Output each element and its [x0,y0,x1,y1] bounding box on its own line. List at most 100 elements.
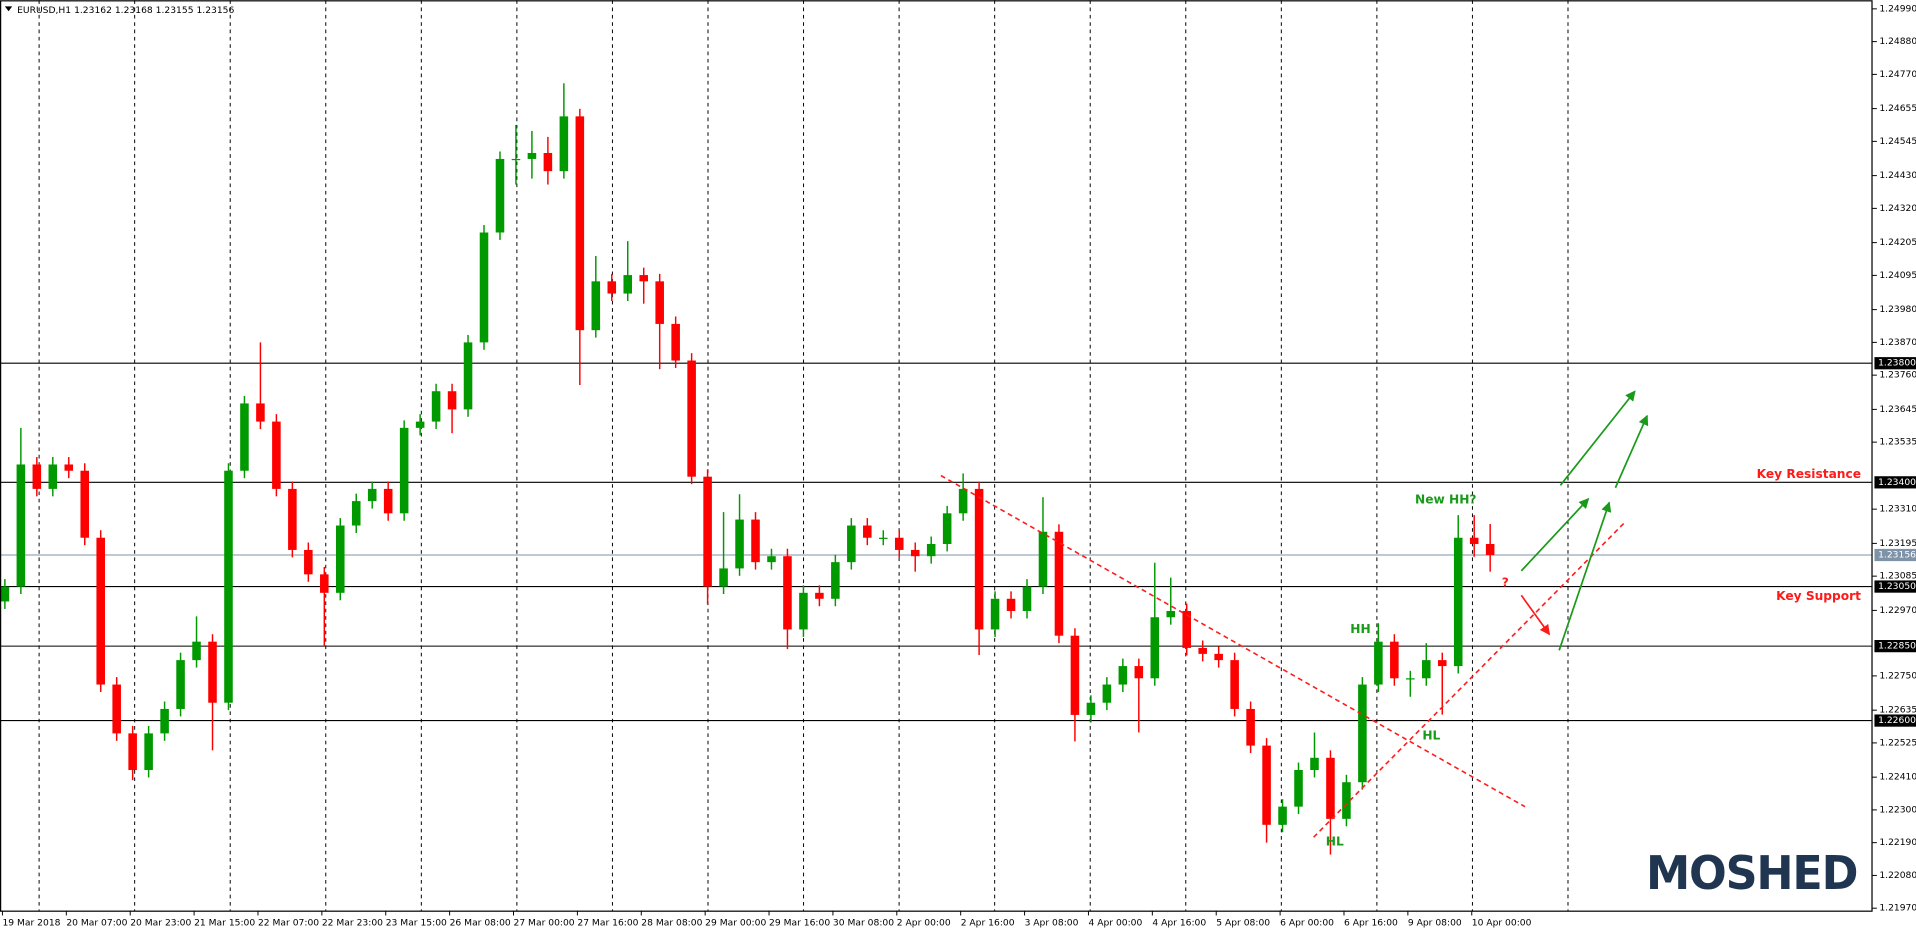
candle-body [335,525,345,593]
x-tick-label: 3 Apr 08:00 [1025,917,1079,928]
candle-body [894,537,904,550]
candle-body [160,708,169,734]
arrow [1558,501,1612,651]
x-tick-label: 4 Apr 00:00 [1088,917,1142,928]
candle-body [639,275,648,282]
candle-body [623,275,633,294]
annotation: ? [1502,576,1509,590]
candle-body [1469,537,1479,544]
x-tick-label: 27 Mar 00:00 [514,917,575,928]
x-tick-label: 23 Mar 15:00 [386,917,447,928]
annotation: HL [1422,728,1440,742]
y-tick-label: 1.22080 [1879,870,1916,881]
level-line-label: 1.23400 [1878,477,1916,488]
y-tick-label: 1.23085 [1879,571,1916,582]
candle-body [1374,641,1383,685]
candle-body [1358,684,1367,783]
x-tick-label: 27 Mar 16:00 [577,917,638,928]
level-line-box [1874,357,1916,370]
x-tick-label: 22 Mar 07:00 [258,917,319,928]
candle-body [304,549,313,575]
y-tick-label: 1.23310 [1879,504,1916,515]
candle-body [208,641,217,703]
x-tick-label: 2 Apr 16:00 [961,917,1015,928]
candle-body [1214,653,1223,661]
candle-body [431,391,441,422]
candle-body [942,513,952,544]
y-tick-label: 1.22635 [1879,705,1916,716]
last-price-line-box [1874,548,1916,562]
menu-icon [4,6,13,12]
y-tick-label: 1.24770 [1879,69,1916,80]
y-tick-label: 1.23980 [1879,304,1916,315]
y-tick-label: 1.23760 [1879,370,1916,381]
candle-body [176,660,185,709]
candle-body [831,562,840,599]
level-line-label: 1.23800 [1878,358,1916,369]
candle-body [1230,660,1239,709]
candle-body [1406,678,1415,680]
x-tick-label: 6 Apr 16:00 [1344,917,1398,928]
last-price-line-label: 1.23156 [1878,550,1916,561]
level-line-box [1874,476,1916,489]
candle-body [1022,586,1032,611]
level-line-box [1874,580,1916,593]
candle-body [1134,666,1144,679]
header-low: 1.23155 [156,4,194,15]
candle-body [591,281,601,331]
y-tick-label: 1.22410 [1879,772,1916,783]
y-tick-label: 1.22190 [1879,837,1916,848]
candle-body [144,733,153,771]
x-tick-label: 26 Mar 08:00 [450,917,511,928]
x-tick-label: 28 Mar 08:00 [641,917,702,928]
candle-body [463,342,473,410]
level-line-label: 1.23050 [1878,581,1916,592]
trend-line [940,474,1526,808]
x-tick-label: 2 Apr 00:00 [897,917,951,928]
arrow [1559,390,1636,486]
level-line-label: 1.22850 [1878,641,1916,652]
candle-body [64,464,74,471]
candle-body [495,158,505,233]
annotation: Key Resistance [1757,467,1861,481]
y-tick-label: 1.23535 [1879,437,1916,448]
candle-body [1326,757,1335,819]
candle-body [1006,598,1016,611]
y-tick-label: 1.23870 [1879,337,1916,348]
candle-body [1453,537,1463,667]
candle-body [288,488,297,550]
header-high: 1.23168 [115,4,153,15]
candle-body [1118,666,1128,685]
candle-body [958,488,968,514]
arrow [1520,498,1590,572]
candle-body [1070,635,1080,715]
candle-body [543,152,553,172]
header-open: 1.23162 [74,4,112,15]
x-tick-label: 30 Mar 08:00 [833,917,894,928]
annotation: New HH? [1415,492,1477,506]
level-line-box [1874,714,1916,727]
chart-header: EURUSD,H1 1.23162 1.23168 1.23155 1.2315… [17,4,234,15]
y-tick-label: 1.22525 [1879,737,1916,748]
candle-body [447,391,457,410]
candle-body [1310,757,1319,771]
candle-body [767,556,776,563]
x-tick-label: 29 Mar 16:00 [769,917,830,928]
y-tick-label: 1.21970 [1879,903,1916,914]
axes: 1.24990 1.24880 1.24770 1.24655 1.24545 1.244… [1,3,1916,928]
candles [0,83,1495,855]
drawings: Key Resistance Key Support New HH? HH HL… [940,390,1861,900]
candle-body [32,464,42,489]
candle-body [80,470,90,538]
y-tick-label: 1.24880 [1879,36,1916,47]
candle-body [1485,543,1495,556]
y-tick-label: 1.23645 [1879,404,1916,415]
candle-body [1038,531,1048,587]
candle-body [815,592,824,599]
candle-body [879,537,888,539]
annotation: Key Support [1776,589,1861,603]
y-tick-label: 1.24095 [1879,270,1916,281]
trend-line [1313,521,1626,838]
header-close: 1.23156 [196,4,234,15]
